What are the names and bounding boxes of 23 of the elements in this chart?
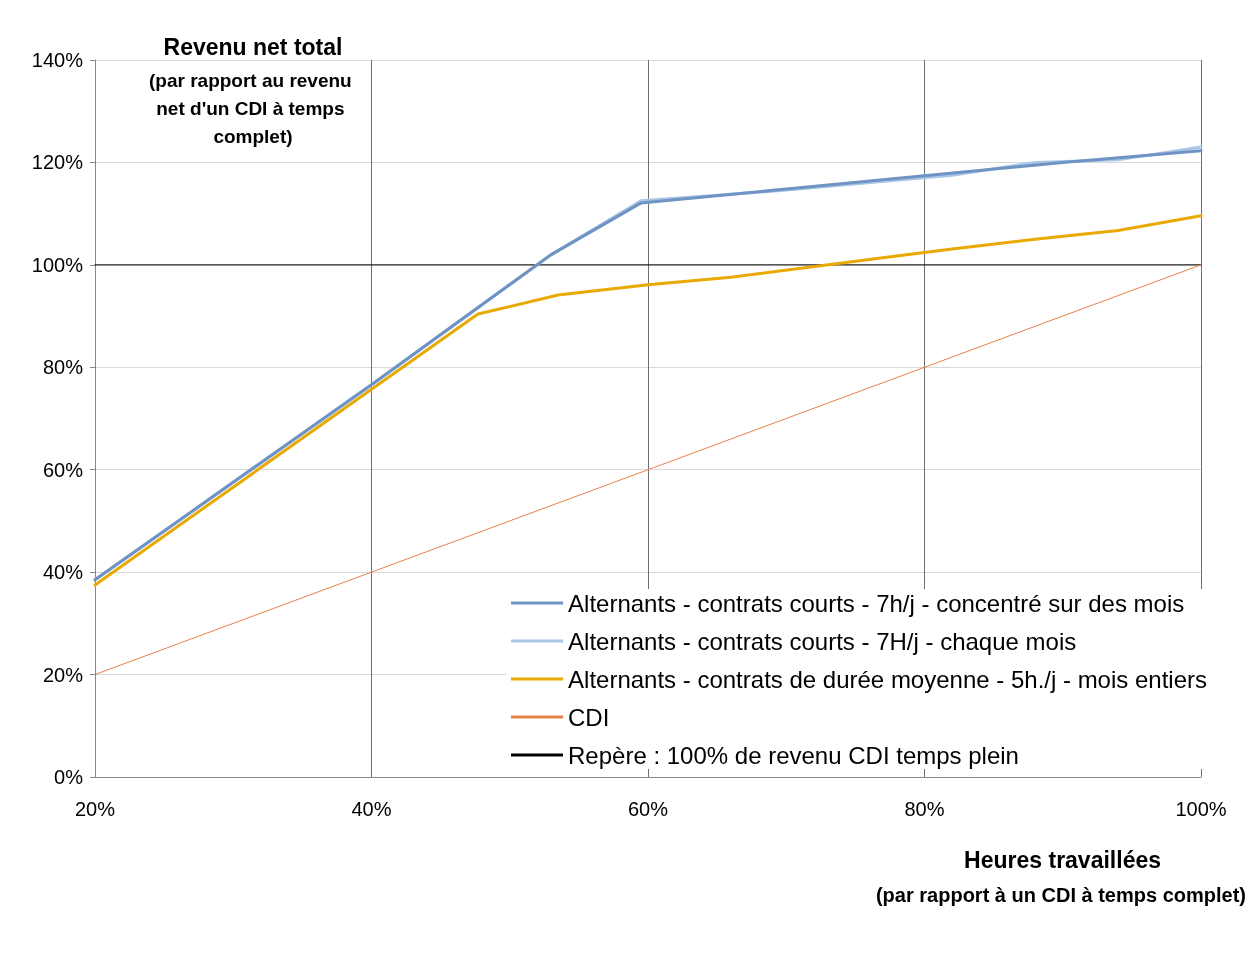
y-tick-label: 20% (42, 663, 84, 686)
x-tick-label: 20% (74, 798, 116, 820)
legend-label: Alternants - contrats courts - 7H/j - chaque mois (568, 627, 1077, 655)
legend-label: CDI (568, 703, 610, 731)
x-tick-label: 40% (351, 798, 392, 820)
y-tick-label: 100% (31, 253, 84, 276)
legend-label: Alternants - contrats de durée moyenne - 5h./j - mois entiers (568, 665, 1207, 693)
y-tick-label: 0% (54, 766, 84, 788)
legend-label: Alternants - contrats courts - 7h/j - concentré sur des mois (568, 589, 1185, 617)
y-tick-label: 60% (42, 458, 84, 481)
y-tick-label: 40% (42, 561, 84, 584)
x-tick-label: 80% (904, 798, 945, 820)
line-series (93, 214, 1203, 587)
text: (par rapport au revenu net d'un CDI à temps complet) (149, 69, 357, 147)
chart-title: Revenu net total (163, 33, 343, 60)
y-tick-label: 120% (31, 151, 84, 174)
y-tick-label: 80% (42, 356, 84, 379)
x-axis-title: Heures travaillées (964, 846, 1161, 873)
text: (par rapport à un CDI à temps complet) (875, 884, 1247, 906)
x-tick-label: 60% (627, 798, 669, 820)
y-tick-label: 140% (31, 49, 84, 71)
x-tick-label: 100% (1175, 798, 1227, 820)
legend-label: Repère : 100% de revenu CDI temps plein (568, 741, 1019, 769)
